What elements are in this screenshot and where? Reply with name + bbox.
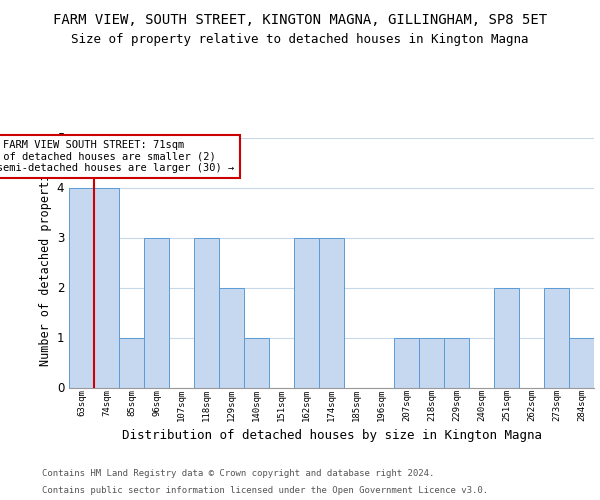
- Text: FARM VIEW, SOUTH STREET, KINGTON MAGNA, GILLINGHAM, SP8 5ET: FARM VIEW, SOUTH STREET, KINGTON MAGNA, …: [53, 12, 547, 26]
- Bar: [494, 288, 519, 388]
- Bar: [144, 238, 169, 388]
- Bar: [69, 188, 94, 388]
- Bar: [119, 338, 144, 388]
- Bar: [569, 338, 594, 388]
- Bar: [294, 238, 319, 388]
- Bar: [319, 238, 344, 388]
- X-axis label: Distribution of detached houses by size in Kington Magna: Distribution of detached houses by size …: [121, 430, 542, 442]
- Bar: [444, 338, 469, 388]
- Bar: [219, 288, 244, 388]
- Bar: [544, 288, 569, 388]
- Text: Contains HM Land Registry data © Crown copyright and database right 2024.: Contains HM Land Registry data © Crown c…: [42, 468, 434, 477]
- Bar: [244, 338, 269, 388]
- Text: Size of property relative to detached houses in Kington Magna: Size of property relative to detached ho…: [71, 32, 529, 46]
- Text: FARM VIEW SOUTH STREET: 71sqm
← 6% of detached houses are smaller (2)
94% of sem: FARM VIEW SOUTH STREET: 71sqm ← 6% of de…: [0, 140, 235, 173]
- Bar: [94, 188, 119, 388]
- Y-axis label: Number of detached properties: Number of detached properties: [40, 159, 52, 366]
- Bar: [194, 238, 219, 388]
- Bar: [419, 338, 444, 388]
- Text: Contains public sector information licensed under the Open Government Licence v3: Contains public sector information licen…: [42, 486, 488, 495]
- Bar: [394, 338, 419, 388]
